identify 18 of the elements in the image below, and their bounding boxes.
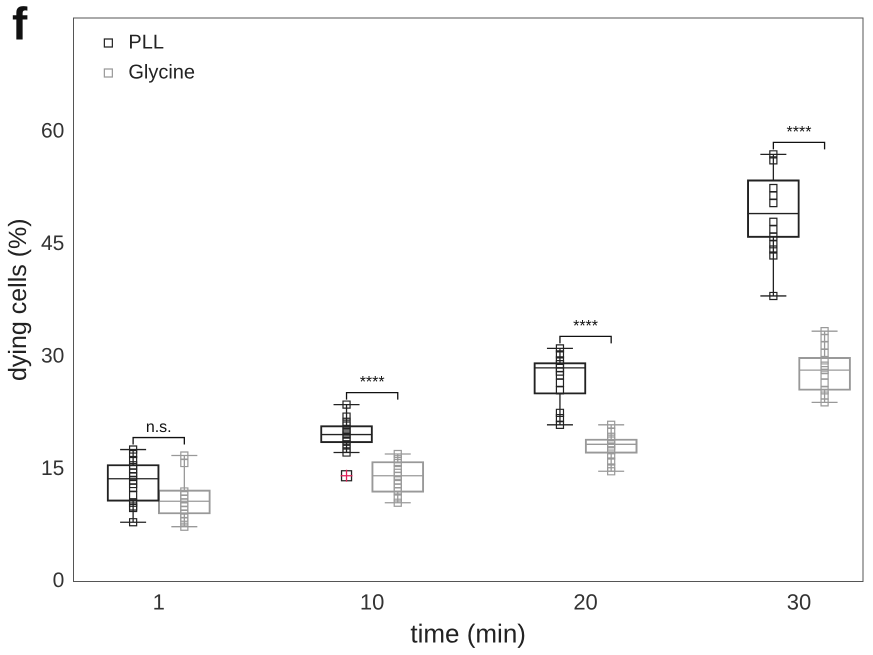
y-tick-label: 15 bbox=[41, 456, 64, 480]
x-tick-label: 20 bbox=[573, 590, 598, 615]
y-tick-label: 60 bbox=[41, 120, 64, 143]
y-tick-label: 0 bbox=[52, 569, 64, 592]
x-tick-label: 1 bbox=[152, 590, 165, 615]
x-tick-label: 30 bbox=[786, 590, 812, 615]
y-tick-label: 30 bbox=[41, 344, 64, 368]
y-axis-title: dying cells (%) bbox=[4, 218, 32, 381]
legend-label: Glycine bbox=[128, 62, 196, 84]
legend-label: PLL bbox=[128, 32, 164, 54]
annotation: **** bbox=[573, 318, 598, 335]
text: f bbox=[12, 0, 28, 50]
annotation: **** bbox=[786, 124, 812, 141]
x-axis-title: time (min) bbox=[410, 618, 526, 649]
y-tick-label: 45 bbox=[41, 232, 64, 256]
annotation: n.s. bbox=[146, 418, 172, 436]
x-tick-label: 10 bbox=[360, 590, 384, 615]
annotation: **** bbox=[360, 374, 385, 391]
